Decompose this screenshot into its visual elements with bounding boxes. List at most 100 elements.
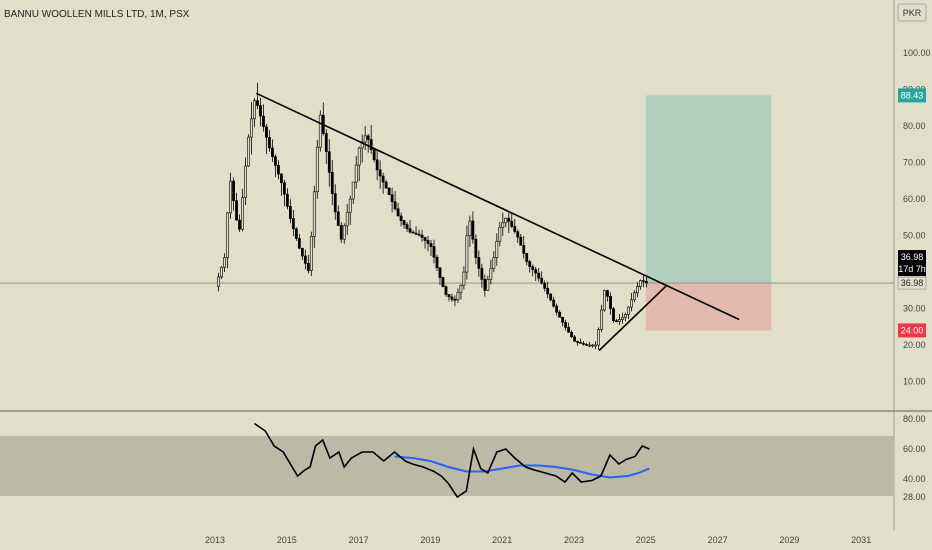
candle-body <box>229 180 232 214</box>
candle-body <box>447 294 451 298</box>
candle-body <box>399 215 403 221</box>
price-tick-label: 50.00 <box>903 231 926 241</box>
candle-body <box>456 292 460 301</box>
candle-body <box>579 342 582 344</box>
candle-body <box>450 296 454 300</box>
candle-body <box>420 234 424 238</box>
candle-body <box>555 305 559 313</box>
candle-body <box>378 169 382 177</box>
price-tick-label: 60.00 <box>903 194 926 204</box>
candle-body <box>417 233 421 236</box>
candle-body <box>285 193 289 207</box>
candle-body <box>495 240 499 258</box>
entry-badge: 36.98 <box>897 276 927 290</box>
rsi-axis[interactable]: 80.00 60.00 40.00 28.00 <box>903 414 926 502</box>
candle-body <box>618 319 621 322</box>
candle-body <box>345 212 349 227</box>
target-price-label: 88.43 <box>901 90 924 100</box>
currency-badge[interactable]: PKR <box>897 3 927 22</box>
trendline-down[interactable] <box>255 92 740 321</box>
target-badge: 88.43 <box>898 88 926 103</box>
time-tick-label: 2023 <box>564 535 584 545</box>
candle-body <box>226 212 229 258</box>
time-tick-label: 2015 <box>277 535 297 545</box>
candle-body <box>336 211 340 226</box>
candle-body <box>357 147 361 166</box>
candle-body <box>594 344 597 347</box>
rsi-tick-label: 28.00 <box>903 492 926 502</box>
candle-body <box>247 136 250 167</box>
rsi-ma-line <box>394 455 650 479</box>
last-price-label: 36.98 <box>901 252 924 262</box>
candle-body <box>271 147 274 158</box>
candle-body <box>411 231 415 234</box>
candle-body <box>223 257 226 268</box>
candle-body <box>217 276 220 287</box>
stop-zone[interactable] <box>645 283 772 331</box>
chart-title: BANNU WOOLLEN MILLS LTD, 1M, PSX <box>4 9 190 20</box>
candle-body <box>486 279 490 291</box>
candle-body <box>333 193 337 213</box>
price-tick-label: 10.00 <box>903 377 926 387</box>
candle-body <box>474 238 478 258</box>
candle-body <box>444 286 448 295</box>
candle-body <box>354 164 358 183</box>
candle-body <box>480 268 484 280</box>
candle-body <box>525 253 529 262</box>
rsi-tick-label: 60.00 <box>903 444 926 454</box>
candle-body <box>390 194 394 203</box>
candle-body <box>396 208 400 217</box>
stop-price-label: 24.00 <box>901 325 924 335</box>
candle-body <box>250 118 253 138</box>
candle-body <box>315 146 319 193</box>
price-tick-label: 20.00 <box>903 340 926 350</box>
candle-body <box>339 225 343 240</box>
candle-body <box>567 327 571 333</box>
candle-body <box>537 272 541 279</box>
candle-body <box>414 232 418 235</box>
candle-body <box>558 311 562 318</box>
candle-body <box>531 266 535 270</box>
candle-body <box>600 309 603 330</box>
candle-body <box>387 187 391 195</box>
candle-body <box>306 263 310 271</box>
candle-body <box>519 236 523 246</box>
candle-body <box>300 247 304 257</box>
candle-body <box>504 217 508 224</box>
candle-body <box>471 220 475 240</box>
candle-body <box>324 133 328 152</box>
candle-body <box>441 277 445 287</box>
candle-body <box>429 243 433 247</box>
trendline-up[interactable] <box>598 284 668 352</box>
candle-body <box>585 344 588 346</box>
time-axis[interactable]: 2013 2015 2017 2019 2021 2023 2025 2027 2029 2031 <box>205 535 871 545</box>
candle-body <box>582 343 585 345</box>
candle-body <box>636 286 639 294</box>
candle-body <box>543 282 547 289</box>
price-tick-label: 70.00 <box>903 158 926 168</box>
candle-body <box>453 298 457 301</box>
candle-body <box>318 114 322 148</box>
candle-body <box>363 135 367 143</box>
candle-body <box>408 228 412 233</box>
candle-body <box>492 257 496 269</box>
candle-body <box>312 191 316 237</box>
candle-body <box>576 341 579 343</box>
candle-body <box>405 224 409 229</box>
candle-body <box>351 181 355 200</box>
candle-body <box>498 227 502 242</box>
candle-body <box>624 314 627 318</box>
stop-badge: 24.00 <box>898 323 926 338</box>
candle-body <box>459 284 463 293</box>
entry-price-label: 36.98 <box>901 278 924 288</box>
candle-body <box>330 172 334 194</box>
candle-body <box>642 280 645 282</box>
target-zone[interactable] <box>645 95 772 284</box>
candle-body <box>633 292 636 301</box>
candle-body <box>268 137 271 149</box>
rsi-line <box>254 422 650 499</box>
time-tick-label: 2029 <box>779 535 799 545</box>
candle-body <box>501 222 505 228</box>
